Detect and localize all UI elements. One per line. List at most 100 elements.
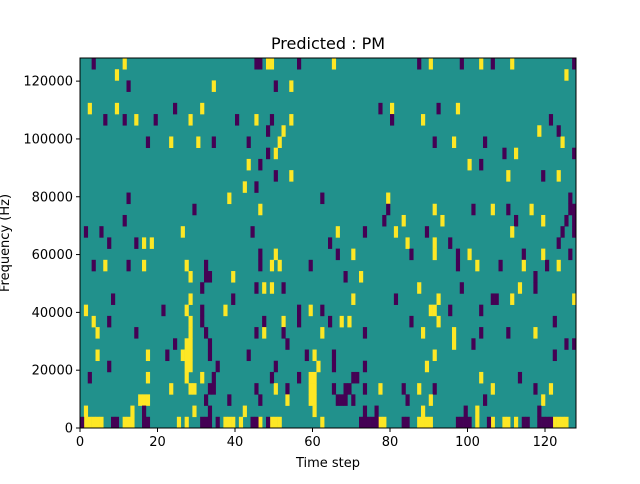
heatmap-cell-low — [153, 114, 158, 126]
heatmap-cell-low — [548, 114, 554, 126]
heatmap-cell-high — [506, 170, 511, 182]
heatmap-cell-low — [227, 394, 232, 406]
heatmap-cell-low — [145, 416, 151, 429]
heatmap-cell-low — [564, 214, 569, 227]
y-axis: 0 20000 40000 60000 80000 100000 120000 — [23, 75, 80, 437]
heatmap-cell-high — [242, 405, 247, 418]
heatmap-cell-low — [266, 147, 271, 160]
heatmap-cell-low — [459, 416, 464, 429]
heatmap-cell-high — [452, 136, 457, 148]
heatmap-cell-high — [114, 69, 120, 81]
heatmap-cell-low — [533, 282, 538, 294]
heatmap-cell-low — [455, 416, 461, 429]
heatmap-cell-high — [417, 416, 422, 429]
heatmap-cell-low — [126, 192, 131, 205]
heatmap-cell-low — [467, 416, 472, 429]
heatmap-cell-low — [134, 237, 139, 249]
heatmap-cell-low — [258, 58, 263, 70]
heatmap-cell-high — [401, 214, 406, 227]
heatmap-cell-low — [269, 371, 275, 384]
heatmap-cell-low — [215, 416, 220, 429]
heatmap-cell-high — [467, 158, 472, 171]
y-tick-label: 80000 — [32, 190, 73, 205]
x-axis: 0 20 40 60 80 100 120 — [76, 428, 557, 450]
heatmap-cell-low — [552, 315, 557, 328]
heatmap-cell-high — [432, 237, 437, 249]
heatmap-cell-low — [471, 203, 476, 216]
heatmap-cell-high — [421, 405, 426, 418]
x-tick-label: 60 — [304, 435, 321, 450]
heatmap-cell-low — [192, 203, 197, 216]
heatmap-cell-low — [107, 315, 112, 328]
heatmap-cell-high — [145, 394, 151, 406]
heatmap-cell-high — [269, 416, 275, 429]
heatmap-cell-high — [502, 416, 507, 429]
heatmap-cell-high — [211, 80, 216, 92]
heatmap-cell-low — [142, 416, 147, 429]
heatmap-cell-low — [200, 315, 205, 328]
heatmap-cell-low — [207, 383, 213, 395]
heatmap-cell-low — [568, 248, 573, 261]
heatmap-cell-high — [223, 416, 228, 429]
heatmap-cell-low — [517, 371, 523, 384]
heatmap-cell-low — [250, 226, 255, 238]
heatmap-cell-high — [130, 405, 135, 418]
heatmap-cell-high — [421, 114, 426, 126]
heatmap-cell-high — [188, 271, 193, 283]
heatmap-cell-low — [211, 371, 216, 384]
heatmap-cell-low — [572, 147, 577, 160]
heatmap-cell-high — [184, 360, 189, 373]
heatmap-cell-low — [498, 259, 503, 272]
heatmap-cell-low — [211, 383, 216, 395]
heatmap-cell-low — [254, 416, 259, 429]
heatmap-cell-low — [370, 416, 375, 429]
heatmap-cell-low — [91, 259, 96, 272]
heatmap-cell-low — [258, 394, 263, 406]
heatmap-cell-low — [564, 338, 569, 350]
axes-frame — [79, 57, 577, 429]
heatmap-cell-high — [192, 405, 197, 418]
heatmap-cell-low — [556, 125, 561, 137]
heatmap-cell-high — [126, 416, 131, 429]
heatmap-cell-low — [246, 349, 251, 362]
heatmap-cell-high — [103, 259, 108, 272]
heatmap-cell-low — [533, 383, 538, 395]
heatmap-cell-low — [269, 114, 275, 126]
heatmap-cell-low — [386, 203, 391, 216]
heatmap-cell-high — [552, 416, 557, 429]
heatmap-cell-low — [107, 360, 112, 373]
heatmap-cell-high — [417, 282, 422, 294]
heatmap-cell-high — [176, 416, 182, 429]
heatmap-cell-high — [184, 349, 189, 362]
heatmap-cell-low — [297, 371, 302, 384]
x-tick-label: 100 — [455, 435, 480, 450]
heatmap-cell-high — [196, 136, 201, 148]
heatmap-cell-high — [312, 371, 317, 384]
heatmap-cell-high — [556, 416, 561, 429]
heatmap-cell-low — [552, 349, 557, 362]
heatmap-cell-high — [258, 203, 263, 216]
heatmap-cell-high — [308, 304, 313, 317]
heatmap-cell-low — [254, 282, 259, 294]
heatmap-cell-low — [572, 58, 577, 70]
heatmap-cell-low — [405, 394, 410, 406]
heatmap-cell-low — [273, 170, 278, 182]
heatmap-cell-high — [424, 360, 430, 373]
heatmap-cell-low — [463, 416, 468, 429]
heatmap-cell-high — [273, 147, 278, 160]
heatmap-cell-high — [289, 80, 294, 92]
heatmap-cell-low — [362, 360, 368, 373]
heatmap-cell-low — [254, 327, 259, 339]
heatmap-cell-low — [424, 226, 430, 238]
heatmap-cell-high — [308, 383, 313, 395]
heatmap-cell-low — [541, 170, 546, 182]
heatmap-cell-high — [242, 181, 247, 193]
heatmap-cell-low — [126, 80, 131, 92]
heatmap-cell-high — [386, 192, 391, 205]
heatmap-cell-high — [238, 416, 244, 429]
heatmap-cell-low — [521, 416, 526, 429]
heatmap-cell-low — [83, 226, 89, 238]
heatmap-cell-high — [428, 304, 433, 317]
heatmap-cell-low — [343, 271, 348, 283]
